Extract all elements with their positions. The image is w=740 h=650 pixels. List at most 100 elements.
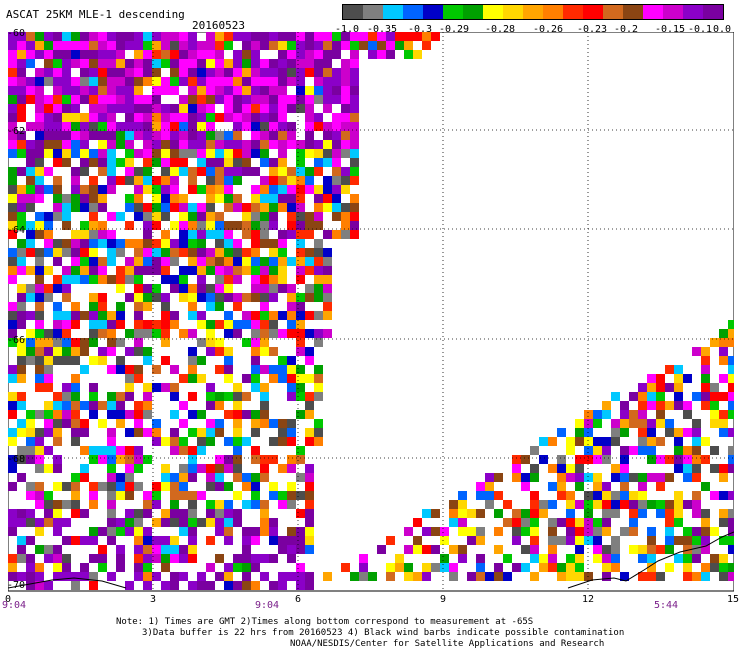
data-cell bbox=[260, 221, 269, 230]
color-swatch bbox=[383, 5, 403, 19]
data-cell bbox=[341, 113, 350, 122]
data-cell bbox=[107, 491, 116, 500]
data-cell bbox=[62, 293, 71, 302]
data-cell bbox=[728, 527, 734, 536]
data-cell bbox=[575, 536, 584, 545]
data-cell bbox=[71, 86, 80, 95]
data-cell bbox=[719, 464, 728, 473]
data-cell bbox=[206, 320, 215, 329]
data-cell bbox=[701, 383, 710, 392]
data-cell bbox=[584, 446, 593, 455]
data-cell bbox=[350, 167, 359, 176]
data-cell bbox=[296, 239, 305, 248]
data-cell bbox=[152, 194, 161, 203]
data-cell bbox=[719, 536, 728, 545]
data-cell bbox=[98, 167, 107, 176]
data-cell bbox=[179, 509, 188, 518]
data-cell bbox=[26, 140, 35, 149]
data-cell bbox=[710, 464, 719, 473]
data-cell bbox=[620, 428, 629, 437]
data-cell bbox=[26, 437, 35, 446]
data-cell bbox=[647, 401, 656, 410]
data-cell bbox=[80, 122, 89, 131]
data-cell bbox=[314, 86, 323, 95]
data-cell bbox=[584, 572, 593, 581]
data-cell bbox=[287, 140, 296, 149]
data-cell bbox=[269, 86, 278, 95]
data-cell bbox=[98, 329, 107, 338]
data-cell bbox=[719, 374, 728, 383]
data-cell bbox=[53, 437, 62, 446]
data-cell bbox=[278, 491, 287, 500]
data-cell bbox=[143, 257, 152, 266]
data-cell bbox=[134, 536, 143, 545]
data-cell bbox=[125, 365, 134, 374]
data-cell bbox=[134, 122, 143, 131]
data-cell bbox=[197, 464, 206, 473]
data-cell bbox=[197, 50, 206, 59]
data-cell bbox=[8, 374, 17, 383]
data-cell bbox=[242, 230, 251, 239]
data-cell bbox=[359, 554, 368, 563]
data-cell bbox=[98, 419, 107, 428]
data-cell bbox=[116, 131, 125, 140]
data-cell bbox=[287, 293, 296, 302]
data-cell bbox=[8, 563, 17, 572]
data-cell bbox=[107, 464, 116, 473]
data-cell bbox=[305, 401, 314, 410]
data-cell bbox=[296, 536, 305, 545]
data-cell bbox=[143, 545, 152, 554]
data-cell bbox=[53, 419, 62, 428]
data-cell bbox=[188, 113, 197, 122]
data-cell bbox=[116, 284, 125, 293]
data-cell bbox=[296, 329, 305, 338]
data-cell bbox=[206, 284, 215, 293]
data-cell bbox=[701, 437, 710, 446]
data-cell bbox=[44, 428, 53, 437]
data-cell bbox=[215, 239, 224, 248]
data-cell bbox=[521, 482, 530, 491]
data-cell bbox=[224, 86, 233, 95]
data-cell bbox=[125, 347, 134, 356]
data-cell bbox=[53, 68, 62, 77]
data-cell bbox=[44, 122, 53, 131]
data-cell bbox=[35, 86, 44, 95]
data-cell bbox=[719, 563, 728, 572]
data-cell bbox=[431, 527, 440, 536]
data-cell bbox=[44, 221, 53, 230]
data-cell bbox=[305, 140, 314, 149]
data-cell bbox=[170, 545, 179, 554]
data-cell bbox=[548, 464, 557, 473]
color-scale-label: -0.23 bbox=[576, 24, 608, 35]
data-cell bbox=[233, 491, 242, 500]
data-cell bbox=[35, 428, 44, 437]
data-cell bbox=[206, 563, 215, 572]
data-cell bbox=[35, 338, 44, 347]
data-cell bbox=[44, 401, 53, 410]
data-cell bbox=[260, 311, 269, 320]
data-cell bbox=[53, 50, 62, 59]
data-cell bbox=[62, 122, 71, 131]
data-cell bbox=[278, 32, 287, 41]
data-cell bbox=[386, 563, 395, 572]
data-cell bbox=[197, 239, 206, 248]
data-cell bbox=[152, 293, 161, 302]
data-cell bbox=[710, 410, 719, 419]
data-cell bbox=[242, 158, 251, 167]
data-cell bbox=[161, 518, 170, 527]
data-cell bbox=[278, 158, 287, 167]
data-cell bbox=[44, 239, 53, 248]
data-cell bbox=[197, 311, 206, 320]
data-cell bbox=[674, 536, 683, 545]
data-cell bbox=[332, 176, 341, 185]
data-cell bbox=[44, 185, 53, 194]
data-cell bbox=[206, 41, 215, 50]
data-cell bbox=[134, 68, 143, 77]
color-swatch bbox=[343, 5, 363, 19]
color-swatch bbox=[363, 5, 383, 19]
data-cell bbox=[512, 536, 521, 545]
data-cell bbox=[152, 59, 161, 68]
data-cell bbox=[296, 374, 305, 383]
data-cell bbox=[638, 572, 647, 581]
data-cell bbox=[71, 383, 80, 392]
